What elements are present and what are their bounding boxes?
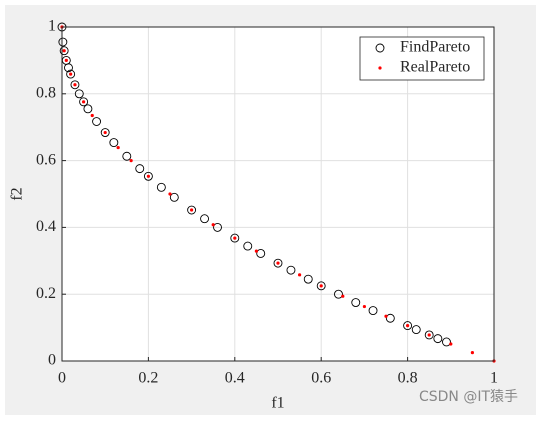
find-pareto-point — [385, 313, 395, 323]
find-pareto-point — [187, 205, 197, 215]
real-pareto-point — [90, 113, 94, 118]
real-pareto-point — [129, 159, 133, 163]
find-pareto-point — [334, 289, 343, 299]
find-pareto-point — [273, 258, 283, 268]
legend-label: FindPareto — [400, 39, 470, 56]
watermark: CSDN @IT猿手 — [419, 389, 518, 405]
find-pareto-point — [286, 265, 296, 275]
find-pareto-point — [411, 325, 421, 335]
real-pareto-point — [116, 145, 120, 150]
real-pareto-point — [254, 249, 258, 253]
x-tick-label: 0 — [58, 370, 66, 387]
real-pareto-point — [103, 130, 107, 135]
find-pareto-point — [58, 37, 68, 47]
y-tick-label: 1 — [48, 18, 56, 35]
find-pareto-point — [316, 281, 326, 291]
find-pareto-point — [109, 138, 119, 148]
real-pareto-point — [73, 83, 77, 87]
find-pareto-point — [83, 104, 93, 114]
x-tick-label: 0.2 — [138, 370, 158, 387]
find-pareto-point — [351, 298, 361, 307]
x-tick-label: 0.6 — [311, 370, 331, 387]
find-pareto-point — [156, 182, 166, 192]
legend-marker — [378, 66, 382, 70]
legend-marker — [375, 43, 385, 53]
find-pareto-point — [368, 306, 378, 316]
real-pareto-point — [233, 236, 237, 240]
real-pareto-point — [69, 72, 73, 76]
find-pareto-point — [70, 80, 80, 90]
x-axis-label: f1 — [271, 395, 284, 412]
real-pareto-point — [449, 342, 453, 346]
find-pareto-point — [92, 117, 102, 126]
plot-area — [62, 27, 494, 361]
find-pareto-point — [230, 233, 240, 243]
real-pareto-point — [276, 261, 280, 265]
real-pareto-point — [406, 323, 410, 328]
real-pareto-point — [319, 284, 323, 288]
real-pareto-point — [298, 273, 302, 277]
find-pareto-point — [74, 89, 84, 99]
real-pareto-point — [211, 223, 215, 227]
find-pareto-point — [100, 128, 110, 137]
legend-label: RealPareto — [400, 59, 470, 76]
axes-box — [61, 26, 495, 362]
find-pareto-point — [135, 164, 145, 174]
find-pareto-point — [442, 337, 451, 347]
find-pareto-point — [256, 249, 266, 258]
find-pareto-point — [59, 46, 69, 56]
y-tick-label: 0 — [48, 352, 56, 369]
real-pareto-point — [470, 351, 474, 355]
real-pareto-point — [64, 58, 68, 63]
find-pareto-point — [424, 330, 434, 340]
find-pareto-point — [433, 334, 443, 344]
find-pareto-point — [303, 274, 313, 284]
find-pareto-point — [66, 69, 76, 79]
find-pareto-point — [403, 321, 413, 331]
real-pareto-point — [427, 333, 431, 337]
real-pareto-point — [384, 314, 388, 318]
real-pareto-point — [62, 49, 66, 53]
find-pareto-point — [169, 192, 179, 202]
y-tick-label: 0.6 — [36, 151, 56, 168]
real-pareto-point — [362, 304, 366, 309]
y-tick-label: 0.8 — [36, 84, 56, 101]
y-axis-label: f2 — [9, 187, 26, 200]
y-tick-label: 0.2 — [36, 285, 56, 302]
real-pareto-point — [190, 208, 194, 212]
x-tick-label: 0.4 — [225, 370, 245, 387]
find-pareto-point — [143, 171, 153, 181]
find-pareto-point — [243, 241, 253, 251]
find-pareto-point — [79, 97, 89, 107]
find-pareto-point — [64, 63, 73, 73]
x-tick-label: 1 — [490, 370, 498, 387]
y-tick-label: 0.4 — [36, 218, 56, 235]
find-pareto-point — [213, 222, 222, 232]
real-pareto-point — [168, 192, 172, 196]
find-pareto-point — [200, 214, 210, 224]
real-pareto-point — [341, 294, 345, 298]
find-pareto-point — [122, 151, 132, 161]
real-pareto-point — [146, 174, 150, 178]
real-pareto-point — [82, 100, 86, 104]
x-tick-label: 0.8 — [398, 370, 418, 387]
